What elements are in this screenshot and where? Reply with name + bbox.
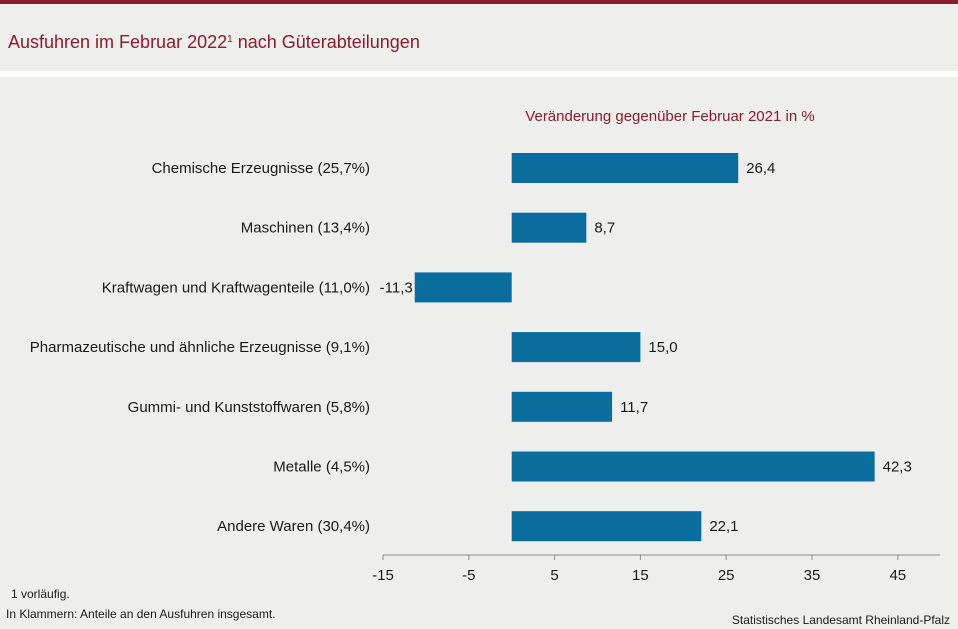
data-label: 11,7 [620, 399, 648, 416]
x-tick-label: 5 [550, 567, 558, 584]
x-tick-label: -15 [372, 567, 394, 584]
x-tick-label: 35 [804, 567, 821, 584]
data-label: 42,3 [883, 459, 912, 476]
data-label: -11,3 [380, 279, 413, 296]
title-band: Ausfuhren im Februar 20221 nach Güterabt… [0, 4, 958, 71]
category-label: Chemische Erzeugnisse (25,7%) [152, 160, 370, 177]
category-label: Gummi- und Kunststoffwaren (5,8%) [128, 399, 370, 416]
top-accent-rule [0, 0, 958, 4]
chart-title-suffix: nach Güterabteilungen [232, 32, 420, 52]
title-separator [0, 71, 958, 77]
chart-title-main: Ausfuhren im Februar 2022 [8, 32, 228, 52]
bar [511, 391, 613, 422]
series-legend-label: Veränderung gegenüber Februar 2021 in % [525, 108, 814, 125]
chart-title-footnote-mark: 1 [227, 34, 233, 45]
bar-chart: Veränderung gegenüber Februar 2021 in % C… [30, 108, 940, 584]
chart-title: Ausfuhren im Februar 20221 nach Güterabt… [8, 32, 420, 53]
category-label: Maschinen (13,4%) [241, 220, 370, 237]
data-label: 22,1 [709, 518, 738, 535]
category-label: Andere Waren (30,4%) [217, 518, 370, 535]
x-tick-label: 25 [718, 567, 735, 584]
x-tick-label: 45 [889, 567, 906, 584]
bar [511, 511, 702, 542]
source-credit: Statistisches Landesamt Rheinland-Pfalz [731, 613, 950, 627]
x-tick-label: 15 [632, 567, 649, 584]
data-label: 8,7 [594, 220, 615, 237]
x-tick-label: -5 [462, 567, 475, 584]
bar [511, 451, 875, 482]
bar [511, 212, 587, 243]
bar [414, 272, 512, 303]
data-label: 26,4 [746, 160, 775, 177]
footnote-shares: In Klammern: Anteile an den Ausfuhren in… [6, 607, 276, 621]
category-label: Metalle (4,5%) [273, 459, 370, 476]
footnote-preliminary: 1 vorläufig. [11, 587, 70, 601]
category-label: Pharmazeutische und ähnliche Erzeugnisse… [30, 339, 370, 356]
bar [511, 153, 739, 183]
category-label: Kraftwagen und Kraftwagenteile (11,0%) [102, 279, 370, 296]
data-label: 15,0 [648, 339, 677, 356]
bar [511, 332, 641, 363]
chart-area: Veränderung gegenüber Februar 2021 in % C… [0, 77, 958, 629]
